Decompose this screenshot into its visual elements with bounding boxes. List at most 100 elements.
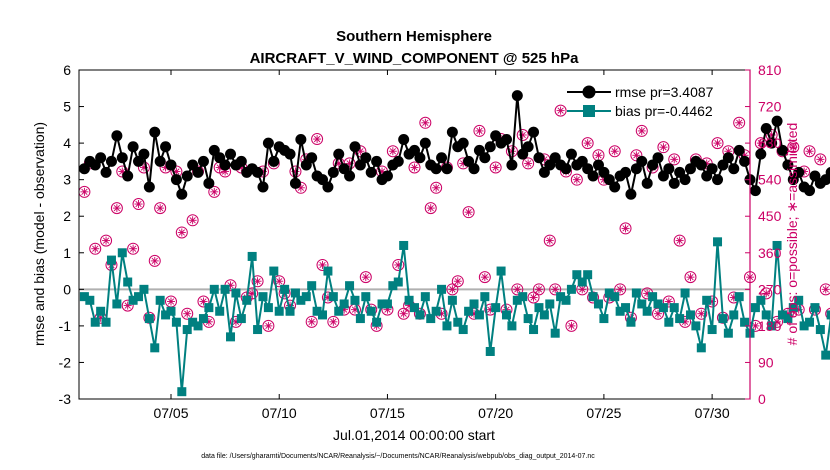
obs-possible-marker: [516, 128, 529, 141]
rmse-point: [565, 148, 577, 160]
y2-tick-label: 360: [758, 245, 782, 261]
rmse-point: [782, 159, 794, 171]
bias-point: [339, 299, 349, 309]
rmse-point: [192, 166, 204, 178]
bias-point: [410, 303, 419, 313]
rmse-point: [620, 166, 632, 178]
rmse-point: [176, 188, 188, 200]
rmse-point: [560, 163, 572, 175]
obs-assimilated-marker: [156, 204, 165, 213]
rmse-point: [100, 166, 112, 178]
obs-assimilated-marker: [210, 187, 219, 196]
obs-possible-marker: [359, 271, 372, 284]
bias-point: [653, 299, 663, 309]
rmse-point: [522, 141, 534, 153]
rmse-point: [235, 155, 247, 167]
y-tick-label: 5: [63, 99, 71, 115]
obs-assimilated-marker: [410, 163, 419, 172]
obs-possible-marker: [511, 283, 524, 296]
rmse-point: [793, 166, 805, 178]
y2-tick-label: 450: [758, 208, 782, 224]
bias-point: [566, 284, 576, 294]
bias-point: [198, 314, 208, 324]
bias-point: [426, 314, 436, 324]
obs-assimilated-marker: [572, 175, 581, 184]
obs-assimilated-marker: [432, 183, 441, 192]
rmse-point: [219, 159, 231, 171]
bias-point: [761, 310, 771, 320]
bias-point: [572, 270, 582, 280]
rmse-point: [105, 155, 117, 167]
rmse-point: [306, 152, 318, 164]
bias-point: [231, 288, 241, 298]
obs-possible-marker: [554, 104, 567, 117]
obs-possible-marker: [186, 214, 199, 227]
rmse-point: [398, 133, 410, 145]
bias-point: [431, 306, 441, 316]
obs-possible-marker: [154, 202, 167, 215]
bias-point: [545, 299, 555, 309]
bias-point: [399, 240, 409, 250]
obs-possible-marker: [668, 153, 681, 166]
obs-possible-marker: [522, 157, 535, 170]
obs-possible-marker: [619, 222, 632, 235]
legend-bias-label: bias pr=-0.4462: [615, 103, 713, 119]
bias-point: [523, 314, 533, 324]
bias-point: [680, 288, 690, 298]
bias-point: [642, 306, 652, 316]
bias-point: [501, 310, 511, 320]
y2-tick-label: 630: [758, 135, 782, 151]
obs-possible-marker: [462, 206, 475, 219]
bias-point: [188, 317, 198, 327]
obs-possible-marker: [208, 185, 221, 198]
bias-point: [583, 270, 593, 280]
bias-point: [534, 303, 544, 313]
bias-point: [377, 299, 387, 309]
rmse-point: [695, 159, 707, 171]
rmse-point: [127, 141, 139, 153]
rmse-point: [419, 137, 431, 149]
obs-assimilated-marker: [659, 143, 668, 152]
y-tick-label: 3: [63, 172, 71, 188]
bias-point: [388, 281, 398, 291]
bias-point: [155, 295, 165, 305]
bias-point: [263, 303, 273, 313]
obs-possible-marker: [127, 242, 140, 255]
bias-point: [101, 317, 111, 327]
rmse-point: [668, 177, 680, 189]
legend-rmse-label: rmse pr=3.4087: [615, 84, 714, 100]
bias-point: [361, 292, 371, 302]
rmse-point: [95, 152, 107, 164]
chart-title: Southern Hemisphere: [336, 28, 492, 45]
bias-point: [707, 325, 717, 335]
bias-point: [810, 303, 820, 313]
rmse-point: [295, 133, 307, 145]
bias-point: [382, 299, 392, 309]
rmse-point: [652, 152, 664, 164]
obs-assimilated-marker: [513, 285, 522, 294]
y-tick-label: -3: [59, 391, 72, 407]
obs-possible-marker: [392, 258, 405, 271]
obs-assimilated-marker: [361, 273, 370, 282]
rmse-point: [468, 163, 480, 175]
obs-assimilated-marker: [762, 289, 771, 298]
rmse-series: [78, 90, 830, 200]
y2-tick-label: 720: [758, 99, 782, 115]
bias-point: [236, 314, 246, 324]
obs-possible-marker: [273, 275, 286, 288]
bias-point: [593, 299, 603, 309]
obs-possible-marker: [197, 295, 210, 308]
bias-point: [112, 299, 122, 309]
obs-assimilated-marker: [80, 187, 89, 196]
x-tick-label: 07/15: [370, 405, 405, 421]
obs-assimilated-marker: [610, 147, 619, 156]
bias-point: [631, 288, 641, 298]
rmse-point: [360, 152, 372, 164]
bias-point: [464, 306, 474, 316]
bias-point: [799, 321, 809, 331]
rmse-point: [728, 163, 740, 175]
rmse-point: [392, 155, 404, 167]
bias-point: [312, 306, 322, 316]
bias-point: [171, 317, 181, 327]
